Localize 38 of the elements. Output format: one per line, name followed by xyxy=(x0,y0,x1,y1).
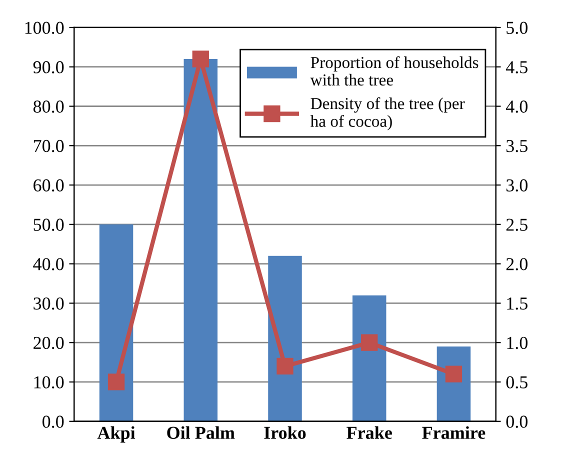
y-tick-label: 10.0 xyxy=(34,376,64,388)
point xyxy=(276,358,294,375)
y-tick-label: 100.0 xyxy=(25,22,64,34)
x-tick-label: Iroko xyxy=(264,426,306,439)
x-tick-label: Oil Palm xyxy=(167,426,235,439)
bar xyxy=(268,256,302,422)
y-tick-label: 30.0 xyxy=(34,297,64,310)
y2-tick-label: 0.5 xyxy=(506,376,528,388)
y2-tick-label: 2.0 xyxy=(506,258,528,270)
bar xyxy=(184,58,218,422)
y-tick-label: 70.0 xyxy=(34,140,64,152)
y-tick-label: 80.0 xyxy=(33,100,64,113)
bar xyxy=(352,295,386,422)
point xyxy=(445,366,462,382)
y-tick-label: 50.0 xyxy=(34,218,64,231)
point xyxy=(192,50,209,68)
y-tick-label: 40.0 xyxy=(33,258,64,270)
y2-tick-label: 3.0 xyxy=(506,179,528,192)
y2-tick-label: 0.0 xyxy=(506,416,528,428)
y2-tick-label: 4.5 xyxy=(506,61,528,74)
y2-tick-label: 3.5 xyxy=(506,140,528,152)
point xyxy=(361,334,378,351)
y2-tick-label: 1.5 xyxy=(507,298,528,310)
x-tick-label: Frake xyxy=(346,426,392,439)
y2-tick-label: 2.5 xyxy=(506,218,528,231)
bar xyxy=(99,224,134,422)
y2-tick-label: 4.0 xyxy=(506,100,528,113)
point xyxy=(108,374,125,390)
x-tick-label: Akpi xyxy=(97,426,136,443)
y2-tick-label: 1.0 xyxy=(507,336,528,350)
y2-tick-label: 5.0 xyxy=(506,22,528,34)
y-tick-label: 90.0 xyxy=(33,61,64,74)
x-tick-label: Framire xyxy=(422,426,486,439)
y-tick-label: 0.0 xyxy=(42,416,64,428)
y-tick-label: 60.0 xyxy=(34,179,64,192)
legend-label: Proportion of households with the tree xyxy=(310,56,478,86)
legend-label: Density of the tree (per ha of cocoa) xyxy=(310,97,465,130)
y-tick-label: 20.0 xyxy=(34,336,64,350)
